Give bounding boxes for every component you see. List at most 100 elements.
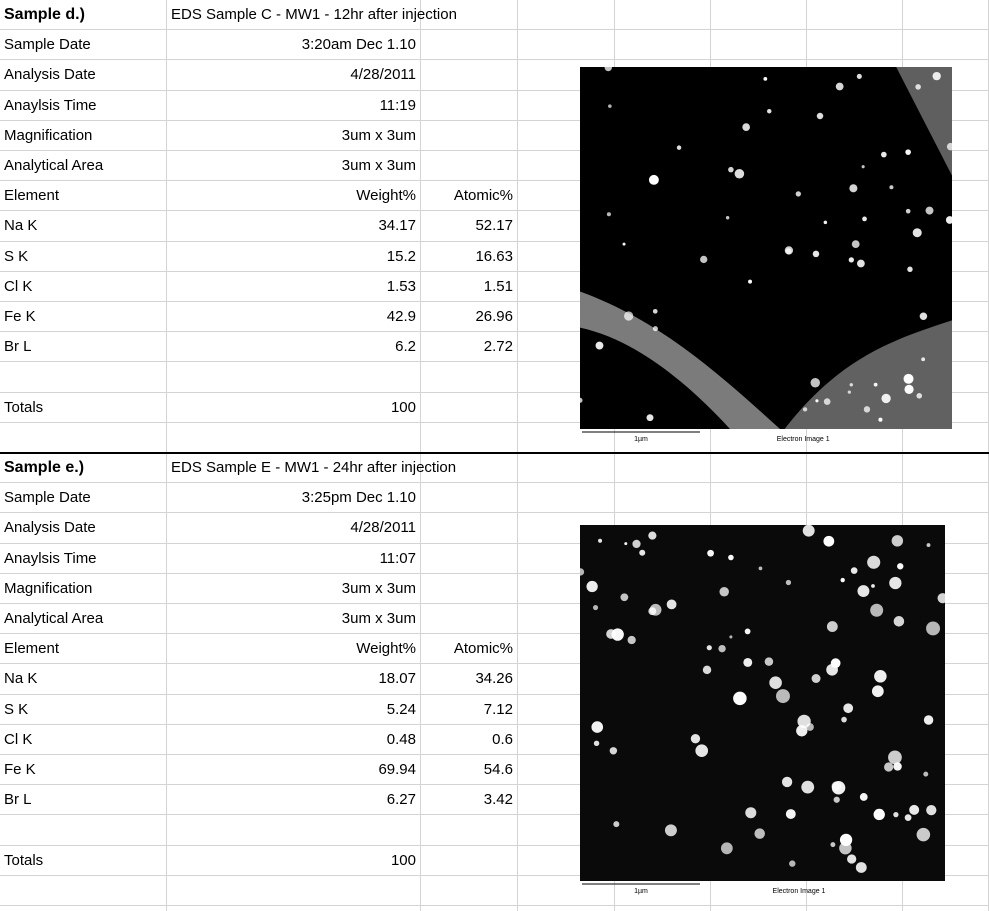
- grid-cell: [167, 573, 421, 604]
- grid-cell: [421, 755, 518, 786]
- grid-cell: [615, 30, 711, 61]
- cell-text: 0.6: [492, 730, 513, 748]
- grid-cell: [421, 151, 518, 182]
- grid-cell: [421, 453, 518, 484]
- grid-cell: [421, 875, 518, 906]
- cell-text: 5.24: [386, 700, 416, 718]
- scale-label: 1µm: [634, 888, 648, 895]
- grid-cell: [167, 483, 421, 514]
- cell-text: 11:07: [379, 549, 416, 567]
- grid-cell: [167, 0, 421, 31]
- cell-text: 34.26: [475, 670, 513, 688]
- cell-text: 6.2: [395, 338, 416, 356]
- grid-cell: [807, 875, 903, 906]
- grid-cell: [167, 271, 421, 302]
- grid-cell: [0, 664, 167, 695]
- grid-cell: [0, 90, 167, 121]
- grid-cell: [421, 181, 518, 212]
- cell-text: Magnification: [4, 579, 93, 597]
- grid-cell: [167, 664, 421, 695]
- grid-cell: [421, 120, 518, 151]
- cell-text: Br L: [4, 791, 32, 809]
- cell-text: 100: [390, 398, 416, 416]
- cell-text: 4/28/2011: [350, 66, 416, 84]
- cell-text: 3:20am Dec 1.10: [301, 36, 416, 54]
- grid-cell: [421, 845, 518, 876]
- cell-text: 42.9: [386, 308, 416, 325]
- grid-cell: [167, 845, 421, 876]
- grid-cell: [518, 875, 615, 906]
- cell-text: Na K: [4, 217, 38, 235]
- grid-cell: [421, 483, 518, 514]
- grid-cell: [167, 302, 421, 333]
- grid-cell: [167, 815, 421, 846]
- cell-text: 0.48: [386, 730, 416, 748]
- electron-image: 1µm Electron Image 1: [580, 525, 945, 895]
- grid-cell: [0, 875, 167, 906]
- grid-cell: [421, 573, 518, 604]
- grid-cell: [421, 362, 518, 393]
- grid-cell: [421, 302, 518, 333]
- cell-text: Totals: [4, 851, 44, 869]
- grid-cell: [167, 332, 421, 363]
- grid-cell: [711, 30, 807, 61]
- grid-cell: [167, 694, 421, 725]
- cell-text: 3um x 3um: [341, 157, 416, 174]
- grid-cell: [421, 694, 518, 725]
- cell-text: 11:19: [379, 96, 416, 114]
- grid-cell: [421, 815, 518, 846]
- cell-text: Element: [4, 187, 60, 205]
- cell-text: Na K: [4, 670, 38, 688]
- cell-text: Totals: [4, 398, 44, 416]
- grid-cell: [518, 483, 615, 514]
- cell-text: Atomic%: [453, 187, 513, 205]
- grid-cell: [167, 755, 421, 786]
- grid-cell: [903, 906, 989, 911]
- grid-cell: [0, 604, 167, 635]
- cell-text: 26.96: [475, 308, 513, 325]
- grid-cell: [421, 90, 518, 121]
- grid-cell: [0, 362, 167, 393]
- grid-cell: [167, 60, 421, 91]
- grid-cell: [421, 392, 518, 423]
- grid-cell: [421, 211, 518, 242]
- grid-cell: [0, 483, 167, 514]
- grid-cell: [167, 241, 421, 272]
- cell-text: 2.72: [483, 338, 513, 356]
- grid-cell: [615, 875, 711, 906]
- grid-cell: [421, 332, 518, 363]
- grid-cell: [421, 785, 518, 816]
- cell-text: 3um x 3um: [341, 579, 416, 597]
- grid-cell: [711, 0, 807, 31]
- grid-cell: [615, 0, 711, 31]
- grid-cell: [807, 453, 903, 484]
- grid-cell: [167, 211, 421, 242]
- grid-cell: [0, 302, 167, 333]
- cell-text: 6.27: [386, 791, 416, 809]
- grid-cell: [421, 30, 518, 61]
- grid-cell: [167, 513, 421, 544]
- cell-text: EDS Sample C - MW1 - 12hr after injectio…: [171, 6, 457, 23]
- cell-text: 3.42: [483, 791, 513, 809]
- grid-cell: [167, 634, 421, 665]
- grid-cell: [615, 906, 711, 911]
- cell-text: Weight%: [356, 187, 416, 205]
- grid-cell: [903, 30, 989, 61]
- grid-cell: [0, 906, 167, 911]
- grid-cell: [0, 694, 167, 725]
- grid-cell: [518, 453, 615, 484]
- grid-cell: [711, 906, 807, 911]
- grid-cell: [0, 211, 167, 242]
- cell-text: 16.63: [475, 247, 513, 265]
- cell-text: 3:25pm Dec 1.10: [301, 489, 416, 507]
- grid-cell: [421, 604, 518, 635]
- grid-cell: [421, 241, 518, 272]
- cell-text: 1.53: [386, 277, 416, 295]
- grid-cell: [807, 0, 903, 31]
- cell-text: Fe K: [4, 308, 36, 325]
- cell-text: Sample d.): [4, 6, 85, 23]
- grid-cell: [0, 634, 167, 665]
- cell-text: EDS Sample E - MW1 - 24hr after injectio…: [171, 459, 457, 476]
- cell-text: 52.17: [475, 217, 513, 235]
- cell-text: Magnification: [4, 126, 93, 144]
